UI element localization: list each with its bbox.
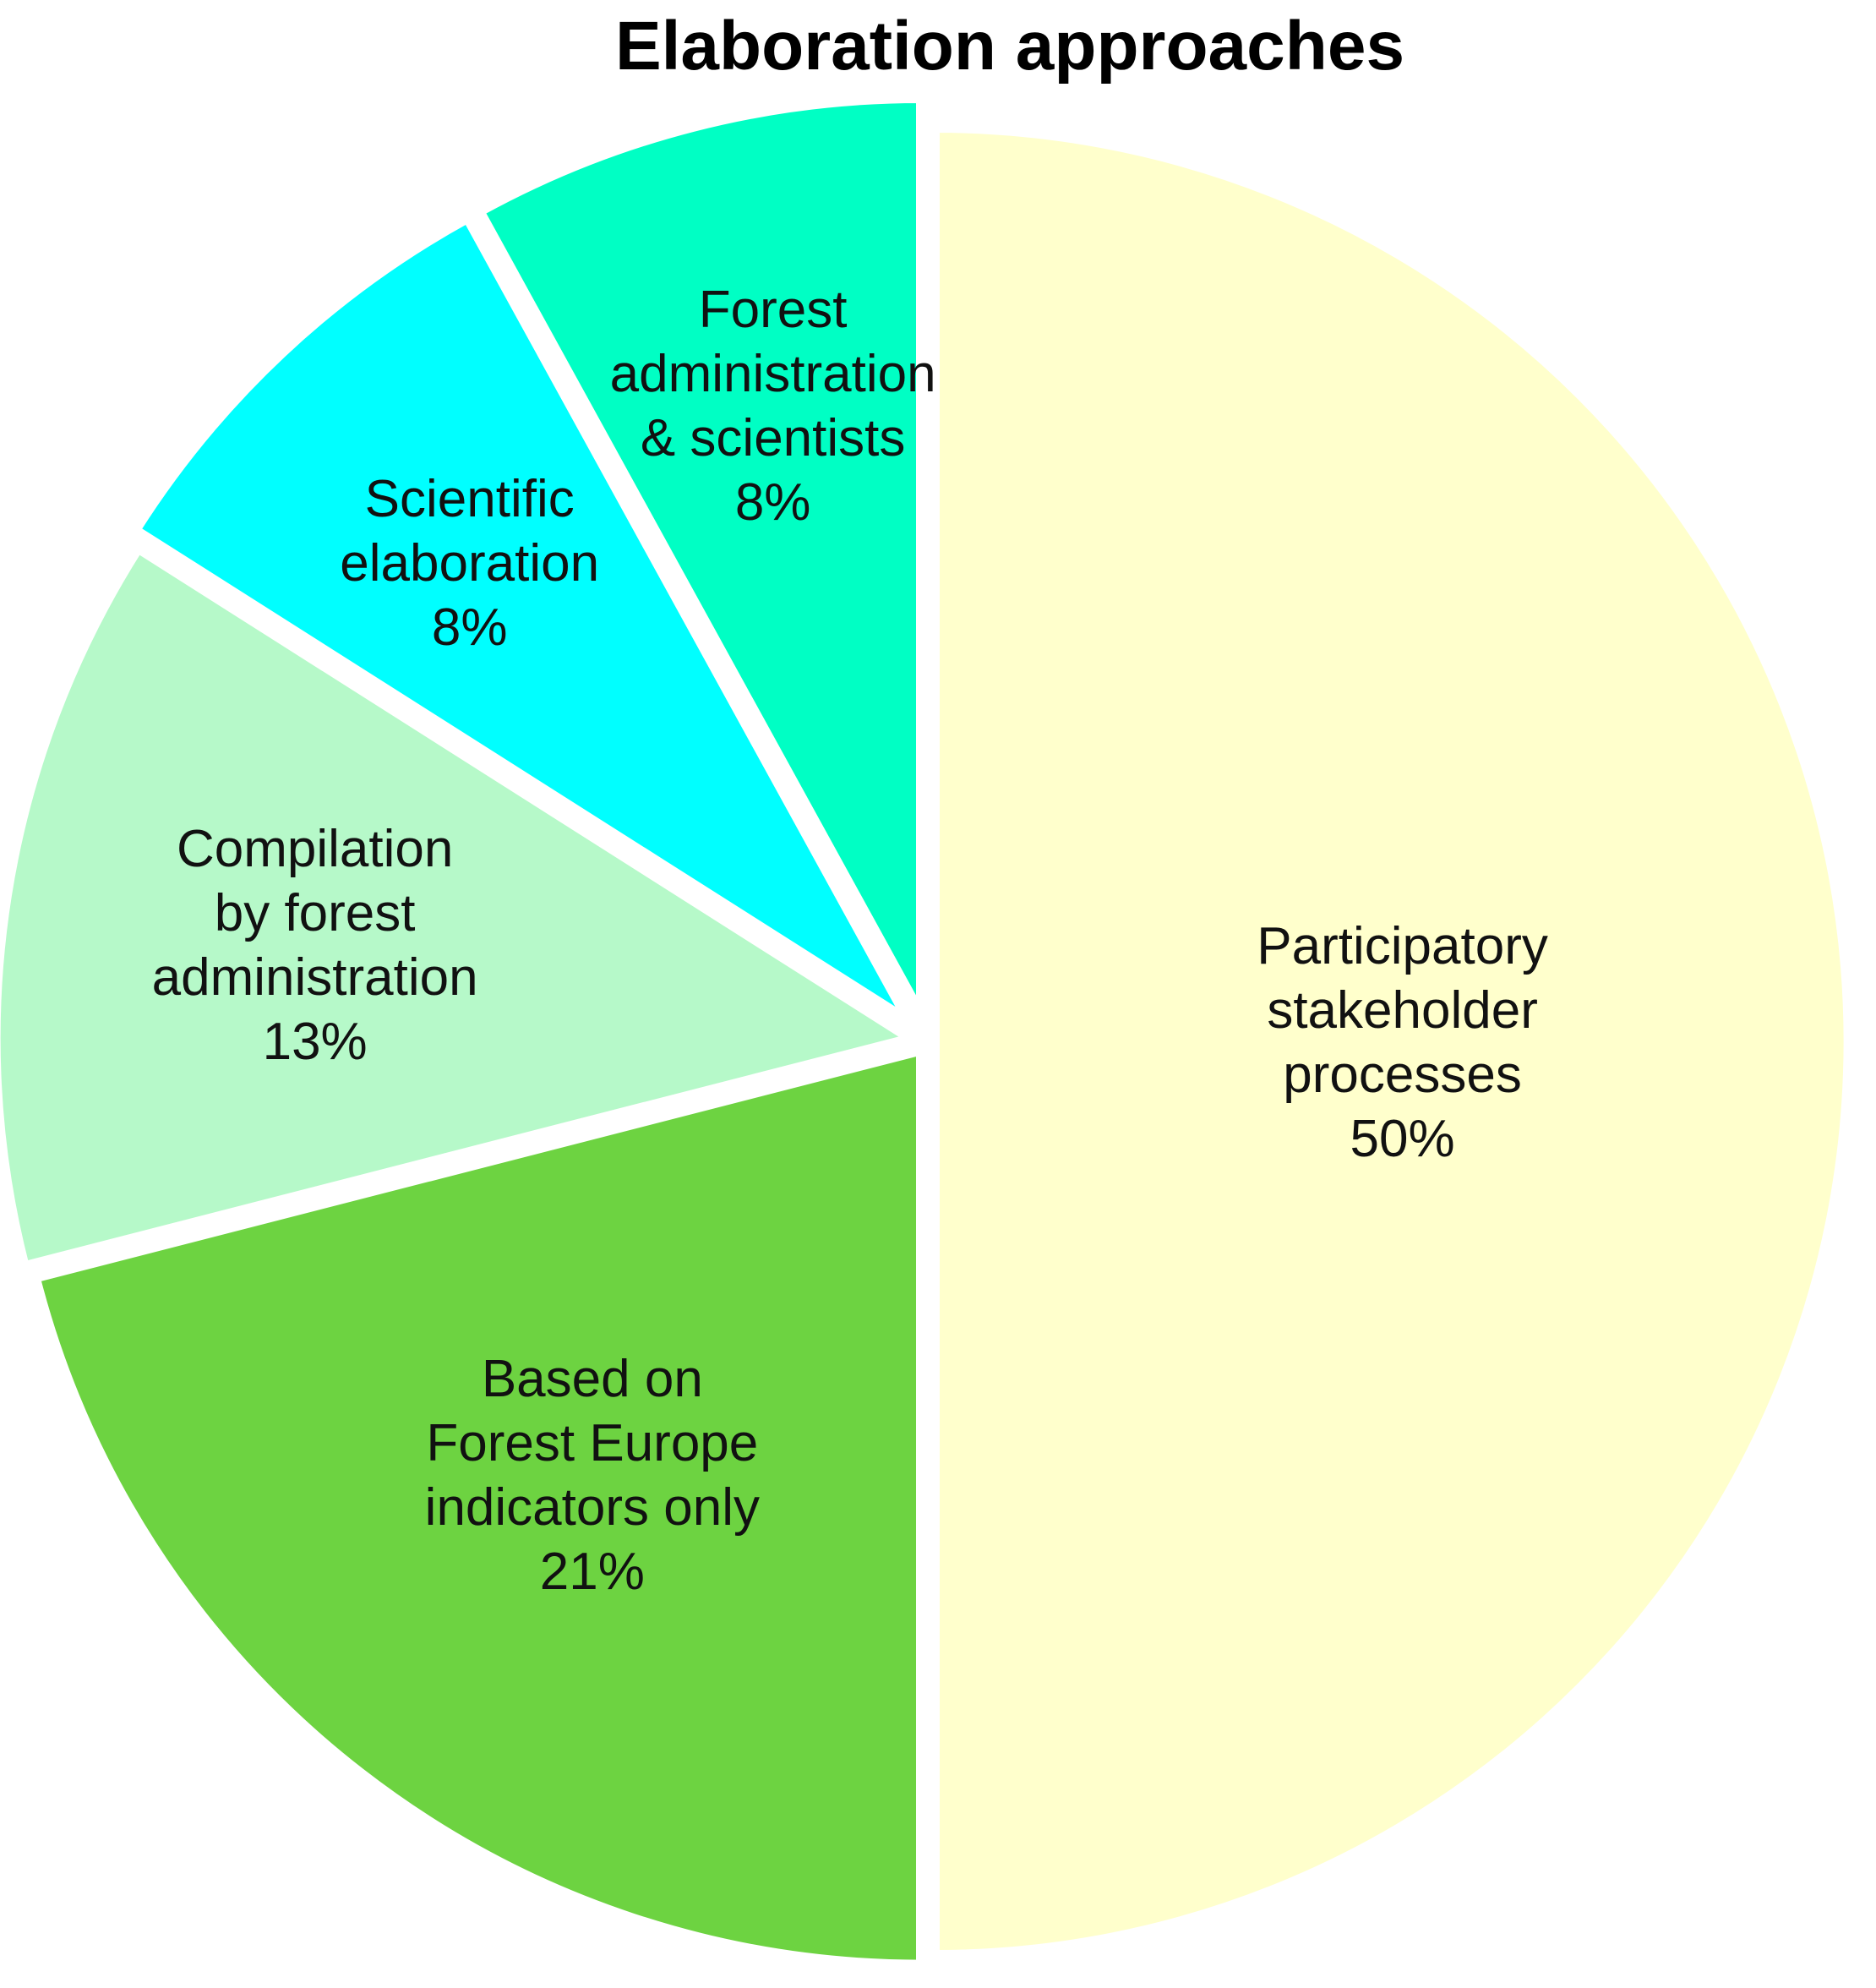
slice-label: Forest administration & scientists 8% xyxy=(610,281,936,532)
slice-value-label: 50% xyxy=(1350,1110,1455,1168)
slice-label-line: by forest xyxy=(215,884,416,942)
slice-label-line: Based on xyxy=(482,1350,703,1408)
slice-label-line: & scientists xyxy=(641,409,906,467)
slice-label: Participatory stakeholder processes 50% xyxy=(1257,917,1548,1168)
slice-label-line: administration xyxy=(610,345,936,403)
slice-label-line: Scientific xyxy=(365,470,575,528)
pie-slice xyxy=(130,213,911,1023)
slice-label-line: Forest xyxy=(699,281,848,339)
pie-slice xyxy=(0,543,920,1271)
slice-label-line: elaboration xyxy=(340,534,599,593)
pie-slice xyxy=(474,94,924,1014)
slice-label-line: Forest Europe xyxy=(426,1414,758,1472)
chart-title: Elaboration approaches xyxy=(614,8,1405,85)
pie-slice xyxy=(931,123,1852,1959)
slice-label-line: Participatory xyxy=(1257,917,1548,975)
slice-label-line: Compilation xyxy=(177,820,453,878)
slice-label-line: indicators only xyxy=(425,1478,760,1537)
slice-label: Based on Forest Europe indicators only 21% xyxy=(425,1350,760,1601)
slice-label: Compilation by forest administration 13% xyxy=(152,820,478,1071)
slice-value-label: 21% xyxy=(540,1543,645,1601)
slice-label-line: processes xyxy=(1283,1046,1522,1104)
slice-value-label: 8% xyxy=(735,473,811,532)
slice-label-line: administration xyxy=(152,948,478,1007)
pie-slice xyxy=(30,1046,924,1969)
slice-value-label: 13% xyxy=(263,1013,368,1071)
slice-value-label: 8% xyxy=(432,598,508,657)
slice-label: Scientific elaboration 8% xyxy=(340,470,599,657)
slice-label-line: stakeholder xyxy=(1267,981,1538,1040)
